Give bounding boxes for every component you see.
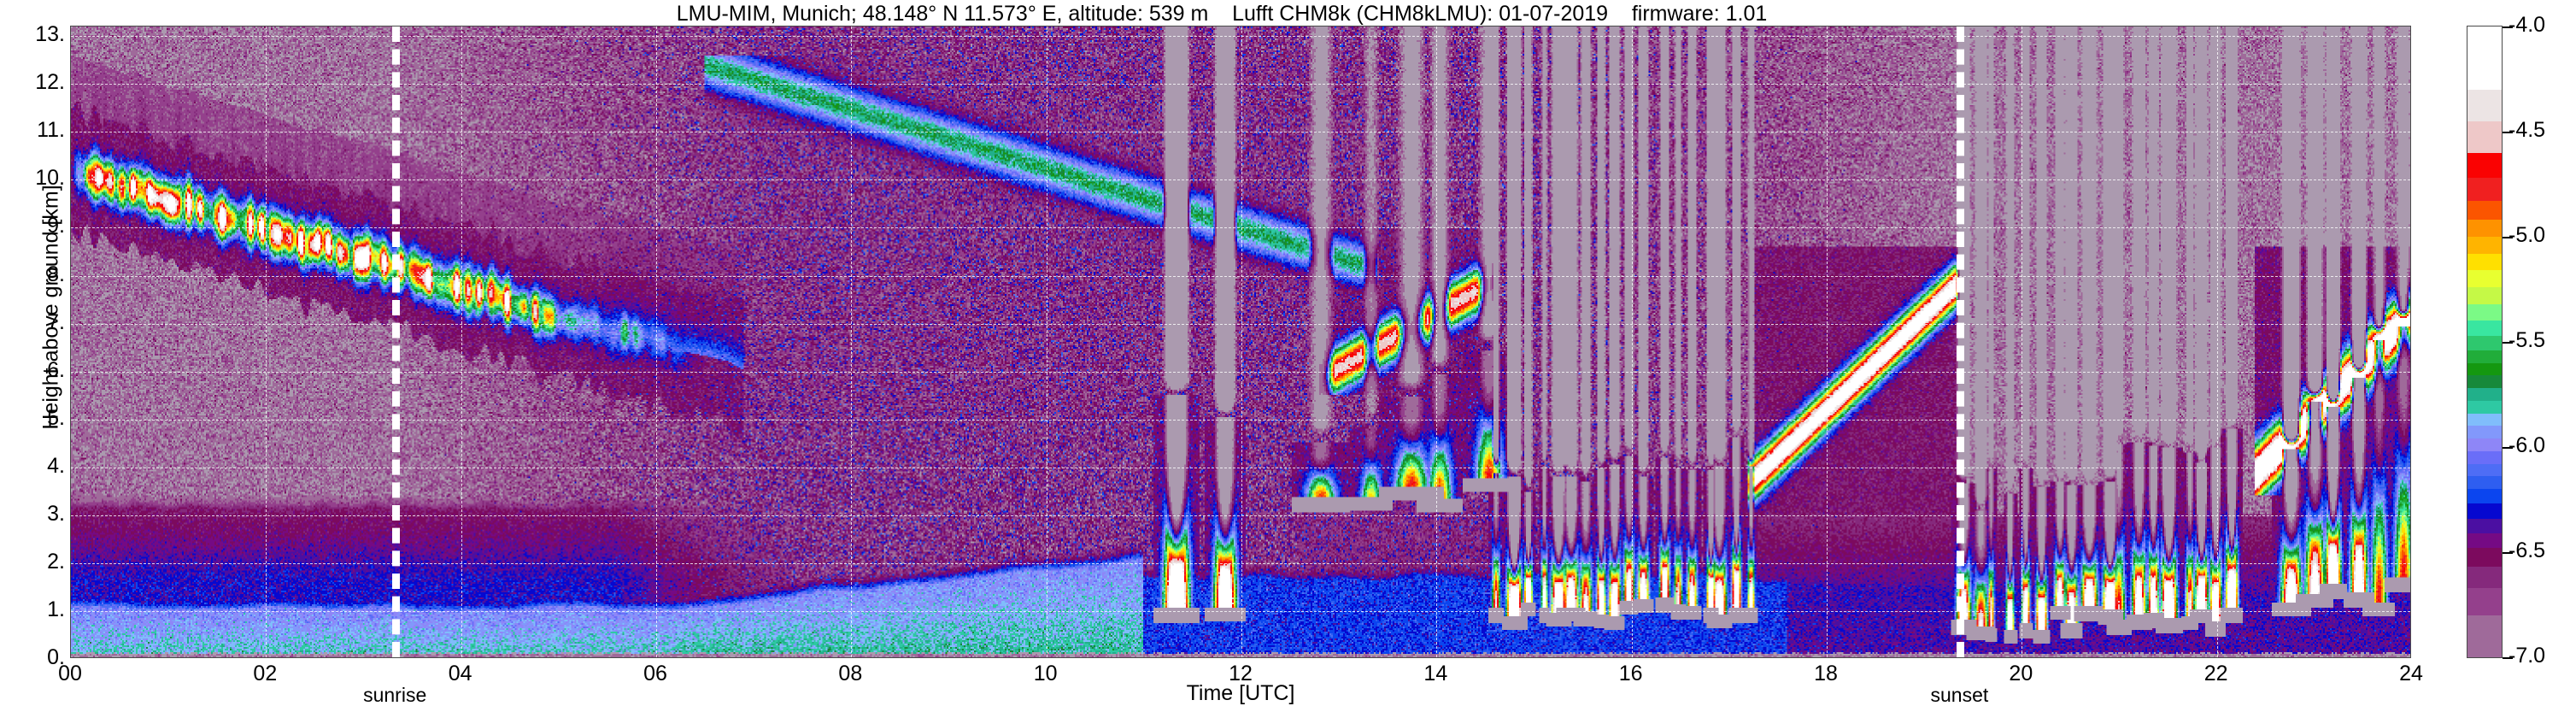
y-tick-label: 12. <box>35 70 65 95</box>
y-tick-label: 3. <box>47 501 65 526</box>
colorbar-band <box>2467 400 2502 414</box>
x-tick-label: 10 <box>1033 662 1058 685</box>
colorbar-band <box>2467 201 2502 221</box>
x-tick-label: 04 <box>448 662 472 685</box>
colorbar-band <box>2467 615 2502 657</box>
colorbar-band <box>2467 463 2502 477</box>
colorbar-band <box>2467 532 2502 549</box>
colorbar-tick-label: -6.0 <box>2509 433 2546 457</box>
x-tick-label: 14 <box>1423 662 1448 685</box>
y-tick-label: 6. <box>47 357 65 382</box>
colorbar-band <box>2467 287 2502 304</box>
y-tick-label: 0. <box>47 645 65 669</box>
colorbar-band <box>2467 450 2502 464</box>
x-tick-label: 02 <box>253 662 278 685</box>
colorbar-band <box>2467 438 2502 451</box>
y-axis-title: Height above ground [km] <box>38 185 63 430</box>
colorbar-tick-label: -4.0 <box>2509 13 2546 37</box>
colorbar-band <box>2467 426 2502 439</box>
colorbar-band <box>2467 362 2502 376</box>
x-tick-label: 08 <box>838 662 863 685</box>
colorbar-band <box>2467 350 2502 363</box>
colorbar-band <box>2467 303 2502 321</box>
y-tick-label: 5. <box>47 405 65 430</box>
y-tick-label: 8. <box>47 262 65 286</box>
colorbar-band <box>2467 270 2502 288</box>
x-axis-title: Time [UTC] <box>1186 681 1295 705</box>
colorbar-band <box>2467 253 2502 271</box>
colorbar-band <box>2467 587 2502 615</box>
x-tick-label: 22 <box>2203 662 2228 685</box>
colorbar-band <box>2467 321 2502 336</box>
colorbar-band <box>2467 89 2502 121</box>
x-tick-label: 06 <box>643 662 667 685</box>
colorbar-band <box>2467 220 2502 237</box>
colorbar-band <box>2467 476 2502 490</box>
y-tick-label: 10. <box>35 166 65 191</box>
colorbar-band <box>2467 503 2502 519</box>
y-tick-label: 11. <box>37 118 65 143</box>
colorbar-tick-label: -7.0 <box>2509 644 2546 668</box>
colorbar-tick-mark <box>2503 552 2513 554</box>
colorbar-band <box>2467 518 2502 533</box>
colorbar-tick-label: -5.0 <box>2509 223 2546 247</box>
colorbar-tick-mark <box>2503 132 2513 133</box>
colorbar-band <box>2467 567 2502 588</box>
colorbar-band <box>2467 237 2502 254</box>
x-tick-label: 00 <box>58 662 82 685</box>
y-tick-label: 13. <box>35 22 65 47</box>
colorbar-band <box>2467 489 2502 504</box>
colorbar <box>2467 26 2503 658</box>
colorbar-band <box>2467 388 2502 401</box>
colorbar-band <box>2467 152 2502 179</box>
colorbar-band <box>2467 413 2502 427</box>
colorbar-tick-mark <box>2503 447 2513 449</box>
y-tick-label: 7. <box>47 309 65 334</box>
colorbar-band <box>2467 375 2502 389</box>
y-tick-label: 1. <box>47 597 65 621</box>
x-tick-label: 20 <box>2009 662 2033 685</box>
colorbar-tick-mark <box>2503 26 2513 28</box>
backscatter-heatmap <box>71 26 2410 657</box>
colorbar-band <box>2467 178 2502 202</box>
y-tick-label: 2. <box>47 549 65 574</box>
x-tick-label: 16 <box>1618 662 1643 685</box>
colorbar-tick-label: -5.5 <box>2509 328 2546 352</box>
colorbar-tick-label: -4.5 <box>2509 118 2546 142</box>
colorbar-band <box>2467 548 2502 568</box>
colorbar-band <box>2467 26 2502 90</box>
sunset-label: sunset <box>1930 684 1989 706</box>
colorbar-tick-label: -6.5 <box>2509 538 2546 562</box>
x-tick-label: 18 <box>1814 662 1838 685</box>
x-tick-label: 12 <box>1229 662 1253 685</box>
x-tick-label: 24 <box>2399 662 2423 685</box>
figure-title: LMU-MIM, Munich; 48.148° N 11.573° E, al… <box>676 2 1768 26</box>
colorbar-tick-mark <box>2503 657 2513 659</box>
plot-area <box>70 26 2411 658</box>
colorbar-tick-mark <box>2503 237 2513 238</box>
colorbar-band <box>2467 121 2502 153</box>
colorbar-band <box>2467 657 2502 658</box>
y-tick-label: 4. <box>47 453 65 478</box>
sunrise-label: sunrise <box>363 684 427 706</box>
colorbar-tick-mark <box>2503 342 2513 344</box>
y-tick-label: 9. <box>47 214 65 238</box>
colorbar-band <box>2467 335 2502 350</box>
